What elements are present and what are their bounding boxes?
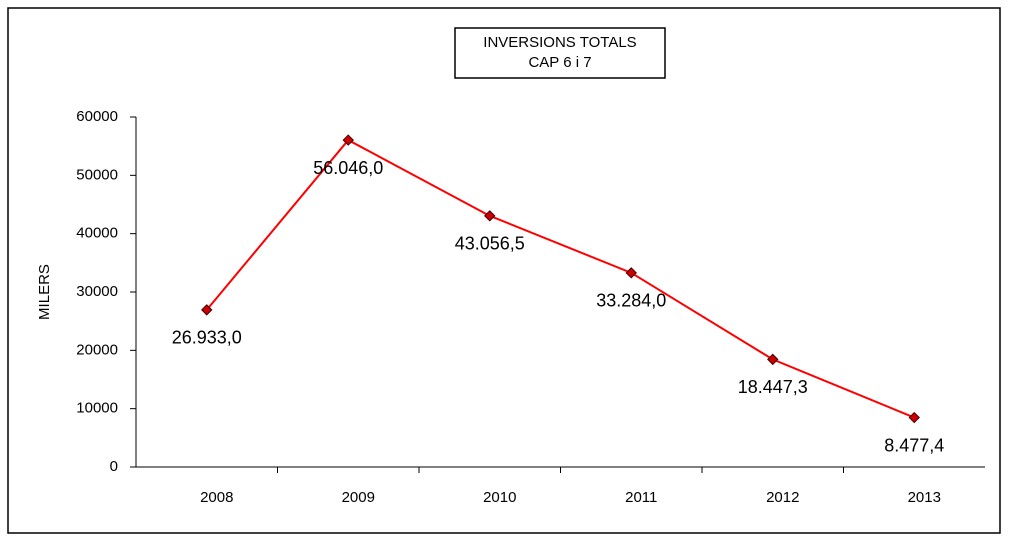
data-label: 33.284,0 bbox=[596, 291, 666, 311]
point-marker bbox=[201, 304, 213, 316]
chart-frame bbox=[7, 7, 1001, 534]
x-tick-label: 2011 bbox=[625, 489, 657, 506]
chart-subtitle: CAP 6 i 7 bbox=[528, 54, 591, 71]
data-label: 8.477,4 bbox=[884, 435, 944, 455]
x-tick-label: 2009 bbox=[342, 489, 375, 506]
x-tick-label: 2012 bbox=[766, 489, 799, 506]
data-label: 18.447,3 bbox=[738, 377, 808, 397]
x-tick-label: 2008 bbox=[200, 489, 233, 506]
data-label: 56.046,0 bbox=[313, 158, 383, 178]
y-axis-label: MILERS bbox=[36, 264, 53, 320]
title-box bbox=[454, 27, 666, 79]
y-tick-label: 50000 bbox=[76, 166, 118, 183]
y-tick-label: 20000 bbox=[76, 341, 118, 358]
y-tick-label: 40000 bbox=[76, 225, 118, 242]
data-label: 26.933,0 bbox=[172, 328, 242, 348]
point-marker bbox=[484, 210, 496, 222]
x-tick-label: 2013 bbox=[908, 489, 941, 506]
y-tick-label: 30000 bbox=[76, 283, 118, 300]
y-tick-label: 10000 bbox=[76, 400, 118, 417]
point-marker bbox=[625, 267, 637, 279]
point-marker bbox=[767, 353, 779, 366]
y-tick-label: 0 bbox=[110, 458, 118, 475]
y-tick-label: 60000 bbox=[76, 108, 118, 125]
series-line bbox=[205, 138, 915, 419]
x-tick-label: 2010 bbox=[483, 489, 516, 506]
data-label: 43.056,5 bbox=[455, 234, 525, 254]
point-marker bbox=[908, 411, 920, 424]
point-marker bbox=[342, 134, 354, 146]
chart-title: INVERSIONS TOTALS bbox=[483, 34, 636, 51]
